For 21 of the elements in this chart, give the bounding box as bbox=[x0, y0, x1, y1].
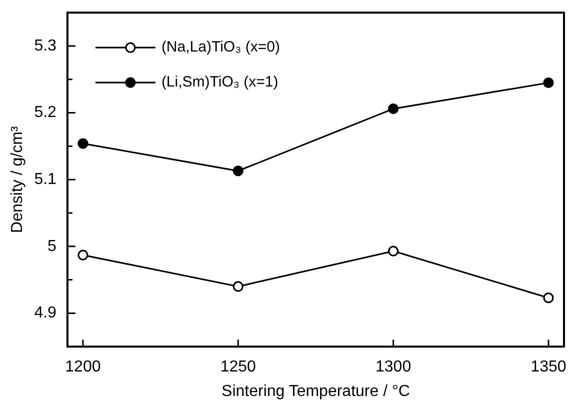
x-axis-title: Sintering Temperature / °C bbox=[222, 382, 410, 400]
y-tick-label: 5.1 bbox=[34, 171, 57, 188]
x-tick-label: 1200 bbox=[65, 358, 101, 376]
point bbox=[232, 166, 244, 176]
y-axis-title: Density / g/cm³ bbox=[9, 126, 26, 233]
y-tick-label: 5.2 bbox=[34, 104, 57, 122]
x-tick-label: 1250 bbox=[220, 358, 256, 376]
y-tick-label: 4.9 bbox=[34, 304, 57, 322]
point bbox=[78, 250, 88, 260]
point bbox=[388, 103, 399, 114]
point bbox=[543, 292, 554, 304]
x-tick-label: 1350 bbox=[530, 358, 566, 376]
x-tick-label: 1300 bbox=[376, 358, 412, 376]
legend-label: (Li,Sm)TiO₃ (x=1) bbox=[161, 74, 278, 91]
y-tick-label: 5.3 bbox=[34, 37, 57, 54]
point bbox=[388, 246, 399, 256]
point bbox=[78, 138, 88, 149]
point bbox=[543, 77, 554, 88]
legend-label: (Na,La)TiO₃ (x=0) bbox=[161, 38, 280, 56]
y-tick-label: 5 bbox=[48, 238, 57, 255]
point bbox=[232, 281, 244, 292]
